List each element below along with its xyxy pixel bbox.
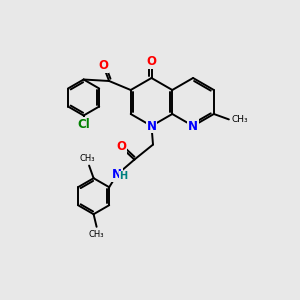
Text: N: N xyxy=(188,119,198,133)
Text: Cl: Cl xyxy=(77,118,90,131)
Text: CH₃: CH₃ xyxy=(89,230,104,239)
Text: O: O xyxy=(98,59,108,72)
Text: H: H xyxy=(119,171,128,181)
Text: O: O xyxy=(146,55,157,68)
Text: N: N xyxy=(112,168,122,181)
Text: O: O xyxy=(116,140,126,154)
Text: CH₃: CH₃ xyxy=(231,115,248,124)
Text: N: N xyxy=(146,119,157,133)
Text: CH₃: CH₃ xyxy=(80,154,95,163)
